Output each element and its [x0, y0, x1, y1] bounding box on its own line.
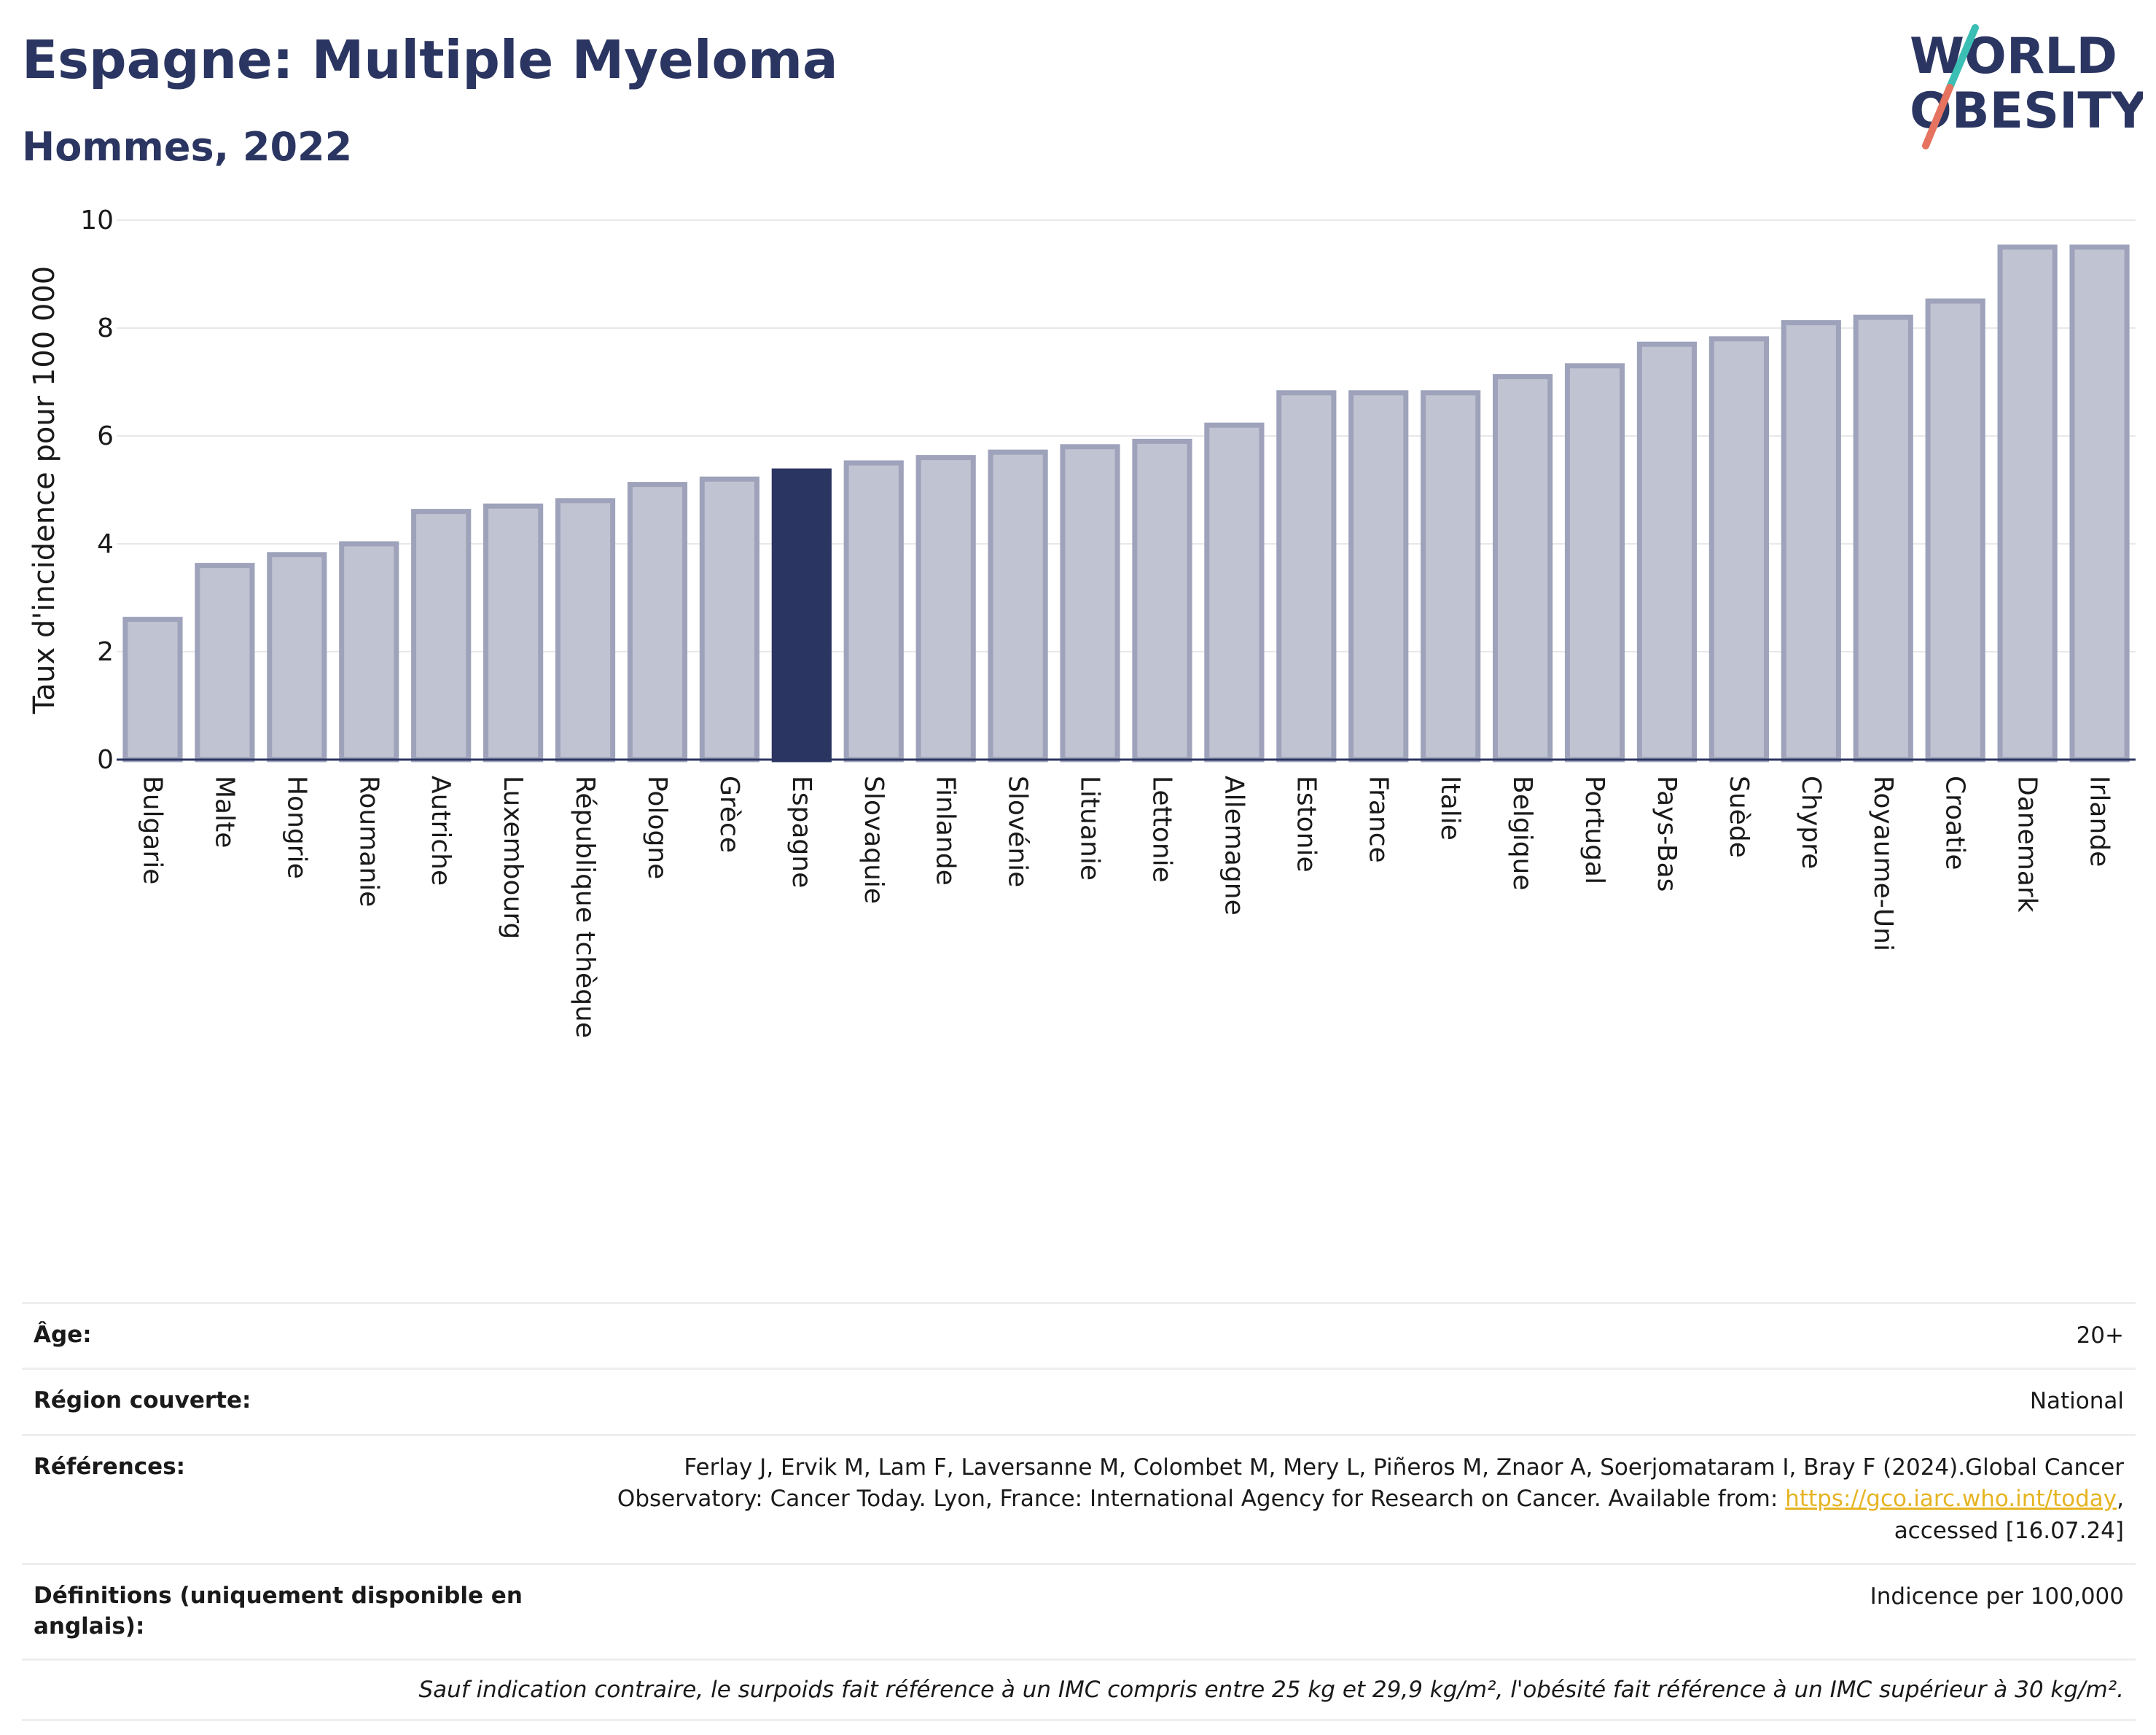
region-value: National [2029, 1388, 2124, 1415]
x-tick-label: République tchèque [570, 776, 600, 1038]
bar-lituanie [1060, 444, 1120, 763]
bar-malte [195, 563, 255, 763]
bar-pologne [627, 482, 688, 763]
references-value: Ferlay J, Ervik M, Lam F, Laversanne M, … [544, 1452, 2124, 1547]
x-tick-label: Luxembourg [498, 776, 528, 939]
footnote: Sauf indication contraire, le surpoids f… [418, 1676, 2124, 1703]
references-label: Références: [34, 1453, 186, 1480]
page-title: Espagne: Multiple Myeloma [22, 29, 838, 90]
bar-pays-bas [1636, 341, 1698, 763]
bar-danemark [1997, 244, 2058, 763]
bar-luxembourg [483, 503, 544, 763]
references-text-4: accessed [16.07.24] [1894, 1517, 2124, 1544]
x-tick-label: Malte [209, 776, 239, 848]
bar-gr-ce [699, 476, 759, 763]
definitions-value: Indicence per 100,000 [1870, 1583, 2124, 1610]
x-tick-label: Portugal [1579, 776, 1609, 884]
x-tick-label: Hongrie [281, 776, 311, 879]
bar-slovaquie [843, 460, 904, 763]
age-label: Âge: [34, 1322, 92, 1348]
x-tick-label: Royaume-Uni [1868, 776, 1898, 951]
references-text-2: Observatory: Cancer Today. Lyon, France:… [617, 1486, 1786, 1513]
bar-estonie [1276, 390, 1337, 763]
bar-finlande [915, 455, 976, 763]
bar-slov-nie [988, 449, 1048, 763]
y-tick-label: 0 [97, 745, 114, 775]
bar-su-de [1708, 336, 1769, 763]
bar-hongrie [267, 552, 327, 763]
x-tick-label: Italie [1435, 776, 1465, 841]
page-subtitle: Hommes, 2022 [22, 124, 353, 170]
x-tick-label: Chypre [1796, 776, 1826, 869]
references-link[interactable]: https://gco.iarc.who.int/today [1785, 1486, 2117, 1513]
x-tick-label: Croatie [1940, 776, 1970, 870]
x-tick-label: Espagne [786, 776, 816, 888]
x-tick-label: Irlande [2085, 776, 2114, 867]
x-tick-label: Danemark [2012, 776, 2042, 913]
x-tick-label: Slovaquie [859, 776, 888, 904]
bar-chypre [1781, 320, 1841, 763]
bar-autriche [411, 509, 472, 763]
info-row-definitions: Définitions (uniquement disponible en an… [22, 1562, 2136, 1658]
info-row-references: Références: Ferlay J, Ervik M, Lam F, La… [22, 1433, 2136, 1563]
bar-chart: 0 2 4 6 8 10 Bulgarie Malte Hongrie Roumanie Autr… [28, 206, 2136, 1038]
x-tick-label: Finlande [931, 776, 961, 886]
x-axis-ticks: Bulgarie Malte Hongrie Roumanie Autriche Luxe… [137, 776, 2114, 1038]
info-row-region: Région couverte: National [22, 1368, 2136, 1433]
bar-belgique [1493, 374, 1553, 763]
bar-bulgarie [122, 617, 183, 763]
x-tick-label: Bulgarie [137, 776, 167, 884]
x-tick-label: Slovénie [1003, 776, 1033, 887]
info-table: Âge: 20+ Région couverte: National Référ… [22, 1302, 2136, 1721]
x-tick-label: Allemagne [1219, 776, 1249, 916]
y-tick-label: 2 [97, 637, 114, 667]
bar-portugal [1564, 363, 1625, 763]
world-obesity-logo: WORLD OBESITY [1910, 24, 2143, 149]
info-row-note: Sauf indication contraire, le surpoids f… [22, 1658, 2136, 1721]
references-text-3: , [2117, 1486, 2124, 1513]
bar-italie [1421, 390, 1481, 763]
y-tick-label: 10 [80, 206, 114, 235]
bar-irlande [2069, 244, 2130, 763]
x-tick-label: France [1363, 776, 1393, 863]
x-tick-label: Pays-Bas [1652, 776, 1682, 892]
x-tick-label: Pologne [642, 776, 672, 879]
y-axis-label: Taux d'incidence pour 100 000 [28, 266, 61, 714]
definitions-label: Définitions (uniquement disponible en an… [34, 1582, 523, 1640]
bar-r-publique-tch-que [555, 498, 616, 763]
x-tick-label: Lituanie [1075, 776, 1105, 881]
bars [122, 244, 2130, 763]
bar-croatie [1925, 298, 1985, 763]
x-tick-label: Estonie [1291, 776, 1321, 873]
y-tick-label: 6 [97, 421, 114, 451]
bar-allemagne [1204, 422, 1265, 763]
x-tick-label: Suède [1724, 776, 1754, 858]
x-tick-label: Roumanie [354, 776, 383, 907]
y-axis-ticks: 0 2 4 6 8 10 [80, 206, 114, 775]
bar-royaume-uni [1853, 314, 1913, 763]
x-tick-label: Grèce [714, 776, 744, 853]
y-tick-label: 8 [97, 313, 114, 343]
x-tick-label: Autriche [426, 776, 456, 886]
bar-lettonie [1132, 438, 1192, 763]
region-label: Région couverte: [34, 1387, 251, 1414]
bar-espagne [771, 468, 832, 763]
bar-roumanie [339, 541, 399, 763]
info-row-age: Âge: 20+ [22, 1302, 2136, 1368]
svg-text:WORLD: WORLD [1910, 28, 2117, 85]
bar-france [1348, 390, 1409, 763]
y-tick-label: 4 [97, 529, 114, 559]
references-text-1: Ferlay J, Ervik M, Lam F, Laversanne M, … [684, 1454, 2124, 1481]
x-tick-label: Lettonie [1147, 776, 1176, 883]
age-value: 20+ [2076, 1322, 2124, 1349]
x-tick-label: Belgique [1507, 776, 1537, 891]
